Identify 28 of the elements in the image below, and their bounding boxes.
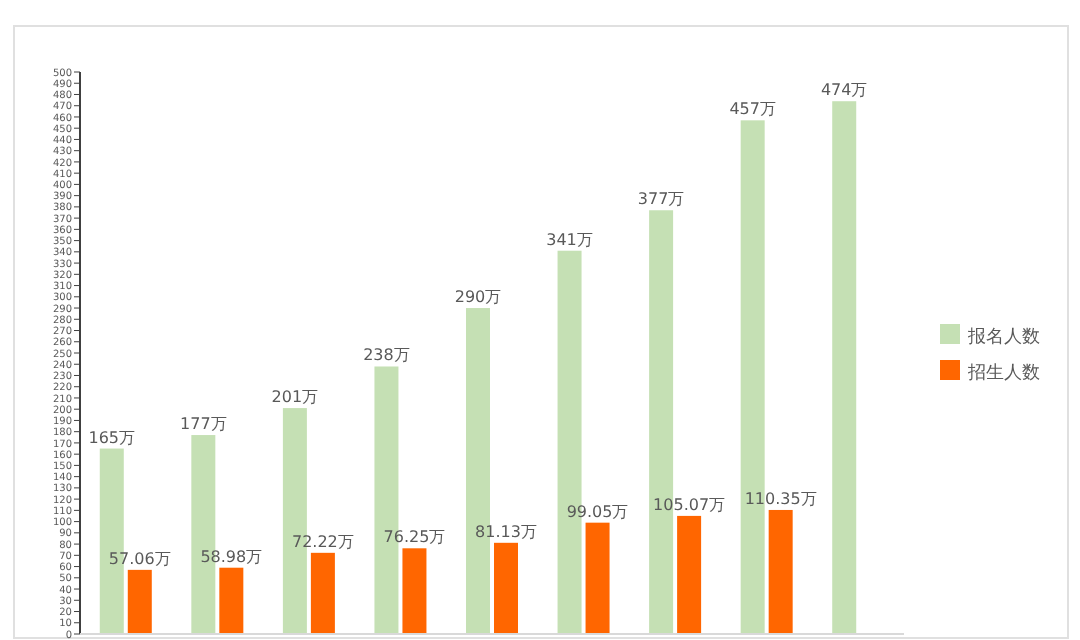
data-label: 457万 [729,100,776,119]
data-label: 72.22万 [291,532,354,551]
data-label: 110.35万 [744,489,817,508]
data-label: 474万 [820,81,868,100]
data-label: 99.05万 [566,502,629,521]
data-label: 238万 [363,346,410,365]
bar [402,548,427,634]
legend-label: 报名人数 [966,326,1040,348]
bar [494,542,518,634]
data-label: 58.98万 [200,547,263,566]
data-label: 341万 [546,230,593,249]
data-label: 165万 [88,428,136,447]
data-label: 290万 [454,288,502,307]
bar [127,569,152,634]
bar [677,515,702,634]
bar [768,509,793,634]
bar [832,101,857,634]
legend-label: 招生人数 [966,362,1040,384]
data-label: 177万 [180,415,227,434]
data-label: 105.07万 [653,495,726,514]
data-label: 377万 [637,190,685,209]
data-label: 57.06万 [108,549,171,568]
data-label: 201万 [271,388,319,407]
data-label: 81.13万 [475,522,537,541]
bar [310,552,335,634]
bar [585,522,610,634]
data-label: 76.25万 [383,528,446,547]
bar [219,567,244,634]
